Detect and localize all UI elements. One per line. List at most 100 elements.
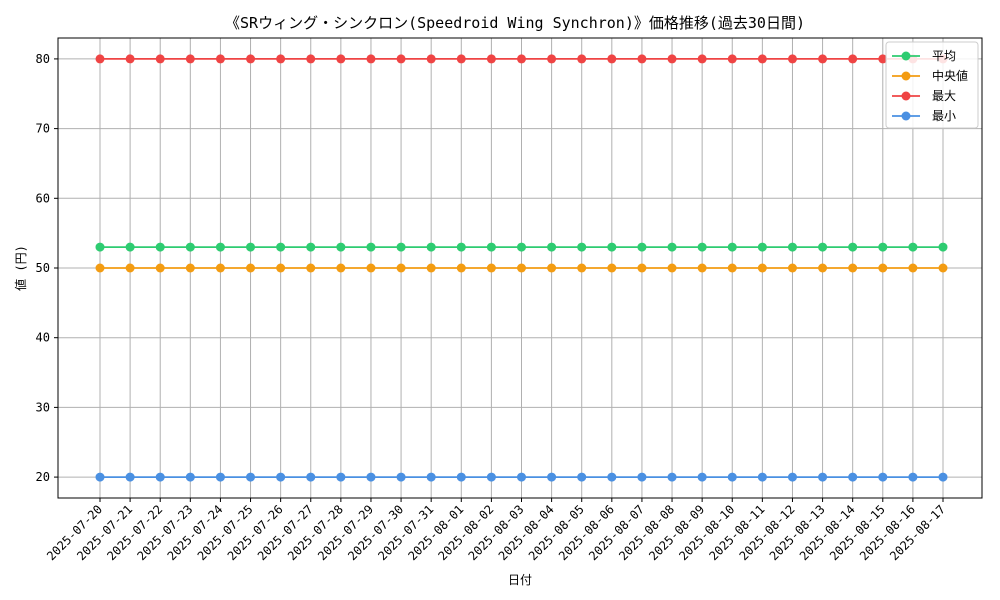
- data-point: [125, 242, 135, 252]
- y-axis: 20 30 40 50 60 70 80: [36, 52, 58, 484]
- data-point: [787, 472, 797, 482]
- data-point: [878, 263, 888, 273]
- data-point: [336, 472, 346, 482]
- legend-item: 中央値: [892, 68, 968, 83]
- data-point: [366, 54, 376, 64]
- legend-label: 平均: [932, 49, 956, 63]
- data-point: [938, 242, 948, 252]
- data-point: [637, 242, 647, 252]
- data-point: [486, 263, 496, 273]
- data-point: [276, 242, 286, 252]
- data-point: [95, 472, 105, 482]
- legend-marker: [901, 51, 911, 61]
- data-point: [276, 54, 286, 64]
- data-point: [848, 263, 858, 273]
- data-point: [306, 472, 316, 482]
- data-point: [456, 472, 466, 482]
- series-0: [95, 242, 948, 252]
- series-layer: [95, 54, 948, 482]
- legend-marker: [901, 111, 911, 121]
- data-point: [486, 54, 496, 64]
- data-point: [848, 472, 858, 482]
- data-point: [185, 54, 195, 64]
- data-point: [456, 263, 466, 273]
- data-point: [426, 472, 436, 482]
- y-tick-label: 50: [36, 261, 50, 275]
- data-point: [787, 263, 797, 273]
- data-point: [757, 263, 767, 273]
- data-point: [306, 54, 316, 64]
- data-point: [215, 263, 225, 273]
- data-point: [95, 54, 105, 64]
- data-point: [185, 242, 195, 252]
- data-point: [577, 242, 587, 252]
- data-point: [577, 472, 587, 482]
- data-point: [95, 263, 105, 273]
- data-point: [366, 263, 376, 273]
- y-tick-label: 60: [36, 191, 50, 205]
- data-point: [486, 242, 496, 252]
- data-point: [396, 263, 406, 273]
- data-point: [667, 472, 677, 482]
- data-point: [818, 472, 828, 482]
- data-point: [697, 263, 707, 273]
- data-point: [818, 263, 828, 273]
- data-point: [366, 242, 376, 252]
- data-point: [246, 263, 256, 273]
- data-point: [155, 472, 165, 482]
- data-point: [697, 242, 707, 252]
- data-point: [727, 472, 737, 482]
- data-point: [396, 242, 406, 252]
- y-axis-label: 値 (円): [13, 245, 28, 291]
- data-point: [878, 242, 888, 252]
- data-point: [95, 242, 105, 252]
- data-point: [336, 54, 346, 64]
- data-point: [155, 263, 165, 273]
- legend-item: 平均: [892, 49, 956, 63]
- data-point: [607, 54, 617, 64]
- data-point: [125, 263, 135, 273]
- data-point: [938, 472, 948, 482]
- data-point: [547, 54, 557, 64]
- data-point: [757, 54, 767, 64]
- data-point: [396, 54, 406, 64]
- chart-title: 《SRウィング・シンクロン(Speedroid Wing Synchron)》価…: [225, 14, 805, 32]
- data-point: [908, 263, 918, 273]
- data-point: [908, 242, 918, 252]
- data-point: [517, 472, 526, 482]
- data-point: [517, 242, 526, 252]
- data-point: [637, 472, 647, 482]
- y-tick-label: 20: [36, 470, 50, 484]
- data-point: [818, 242, 828, 252]
- data-point: [276, 472, 286, 482]
- data-point: [426, 54, 436, 64]
- data-point: [426, 263, 436, 273]
- data-point: [215, 54, 225, 64]
- data-point: [426, 242, 436, 252]
- data-point: [878, 54, 888, 64]
- data-point: [547, 472, 557, 482]
- data-point: [547, 242, 557, 252]
- data-point: [547, 263, 557, 273]
- data-point: [787, 54, 797, 64]
- data-point: [607, 242, 617, 252]
- data-point: [396, 472, 406, 482]
- data-point: [697, 472, 707, 482]
- data-point: [727, 54, 737, 64]
- data-point: [456, 54, 466, 64]
- data-point: [306, 242, 316, 252]
- series-1: [95, 263, 948, 273]
- series-2: [95, 54, 948, 64]
- data-point: [336, 263, 346, 273]
- y-tick-label: 70: [36, 122, 50, 136]
- data-point: [155, 54, 165, 64]
- data-point: [155, 242, 165, 252]
- data-point: [246, 242, 256, 252]
- data-point: [456, 242, 466, 252]
- legend-marker: [901, 71, 911, 81]
- data-point: [637, 54, 647, 64]
- x-axis-label: 日付: [508, 573, 532, 587]
- data-point: [757, 242, 767, 252]
- legend-item: 最小: [892, 109, 956, 123]
